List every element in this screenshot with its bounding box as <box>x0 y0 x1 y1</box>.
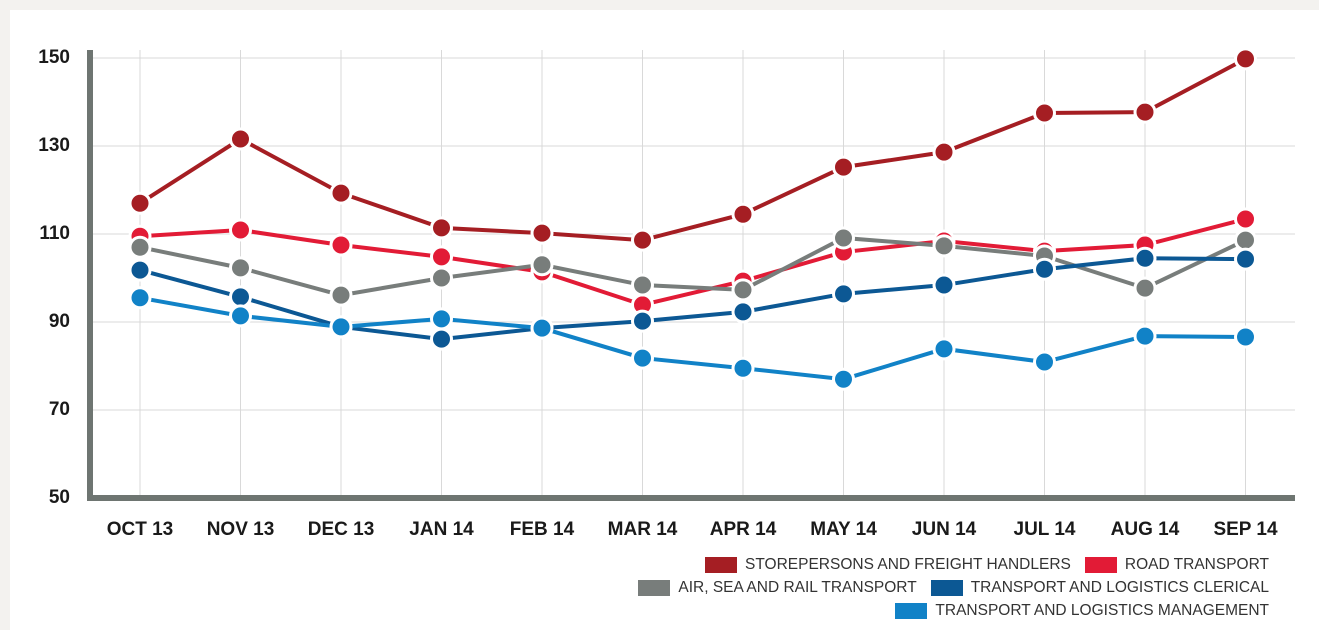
marker <box>832 367 855 391</box>
legend: STOREPERSONS AND FREIGHT HANDLERS ROAD TR… <box>638 553 1269 622</box>
x-tick-label: FEB 14 <box>510 519 575 540</box>
legend-swatch <box>705 556 738 573</box>
legend-item: TRANSPORT AND LOGISTICS MANAGEMENT <box>895 602 1269 620</box>
legend-row: STOREPERSONS AND FREIGHT HANDLERS ROAD TR… <box>638 553 1269 576</box>
marker <box>731 356 755 380</box>
marker <box>229 218 252 242</box>
marker <box>731 202 755 226</box>
marker <box>1033 101 1056 125</box>
x-tick-label: APR 14 <box>710 519 777 540</box>
marker <box>430 216 453 240</box>
marker <box>1133 246 1157 270</box>
legend-label: STOREPERSONS AND FREIGHT HANDLERS <box>745 555 1071 573</box>
y-tick-label: 150 <box>38 47 70 68</box>
marker <box>1234 228 1257 252</box>
marker <box>932 273 956 297</box>
x-tick-label: NOV 13 <box>207 519 275 540</box>
x-tick-label: JAN 14 <box>409 519 474 540</box>
marker <box>229 285 252 309</box>
marker <box>128 258 152 282</box>
legend-label: TRANSPORT AND LOGISTICS CLERICAL <box>970 578 1269 596</box>
marker <box>530 221 554 245</box>
series-line <box>139 217 1247 307</box>
marker <box>631 309 654 333</box>
marker <box>932 140 956 164</box>
x-tick-label: JUN 14 <box>912 519 977 540</box>
legend-swatch <box>895 602 928 619</box>
marker <box>832 282 855 306</box>
marker <box>1234 247 1257 271</box>
marker <box>329 233 353 257</box>
marker <box>1234 47 1257 71</box>
legend-swatch <box>638 579 671 596</box>
x-tick-label: JUL 14 <box>1014 519 1076 540</box>
marker <box>128 286 152 310</box>
marker <box>832 226 855 250</box>
marker <box>430 327 453 351</box>
y-tick-label: 110 <box>39 223 70 244</box>
x-tick-label: MAY 14 <box>810 519 877 540</box>
legend-item: STOREPERSONS AND FREIGHT HANDLERS <box>705 556 1071 574</box>
marker <box>1033 257 1056 281</box>
legend-item: AIR, SEA AND RAIL TRANSPORT <box>638 578 917 597</box>
marker <box>932 234 956 258</box>
legend-item: TRANSPORT AND LOGISTICS CLERICAL <box>930 578 1269 597</box>
marker <box>430 266 453 290</box>
marker <box>329 181 353 205</box>
marker <box>229 256 252 280</box>
y-tick-label: 70 <box>49 399 70 420</box>
marker <box>128 191 152 215</box>
y-tick-label: 130 <box>38 135 70 156</box>
marker <box>631 228 654 252</box>
legend-row: AIR, SEA AND RAIL TRANSPORT TRANSPORT AND… <box>638 576 1269 599</box>
marker <box>832 155 855 179</box>
marker <box>1133 276 1157 300</box>
marker <box>631 273 654 297</box>
marker <box>1133 324 1157 348</box>
marker <box>329 315 353 339</box>
marker <box>229 304 252 328</box>
series-line <box>139 256 1246 342</box>
marker <box>932 337 956 361</box>
y-tick-label: 50 <box>49 487 70 508</box>
marker <box>229 127 252 151</box>
marker <box>530 253 554 277</box>
marker <box>1234 207 1257 231</box>
x-tick-label: AUG 14 <box>1111 519 1180 540</box>
marker <box>128 235 152 259</box>
legend-label: AIR, SEA AND RAIL TRANSPORT <box>678 578 917 596</box>
marker <box>731 278 755 302</box>
legend-item: ROAD TRANSPORT <box>1084 555 1269 574</box>
series-line <box>138 57 1247 243</box>
marker <box>1033 350 1056 374</box>
x-tick-label: DEC 13 <box>308 519 375 540</box>
x-tick-label: OCT 13 <box>107 519 174 540</box>
series-line <box>139 295 1246 382</box>
marker <box>1234 325 1257 349</box>
marker <box>1133 100 1157 124</box>
marker <box>430 307 453 331</box>
x-tick-label: MAR 14 <box>608 519 678 540</box>
series-line <box>139 235 1247 298</box>
y-tick-label: 90 <box>49 311 70 332</box>
legend-swatch <box>1084 556 1117 573</box>
legend-row: TRANSPORT AND LOGISTICS MANAGEMENT <box>638 599 1269 622</box>
marker <box>430 245 453 269</box>
marker <box>329 283 353 307</box>
legend-label: ROAD TRANSPORT <box>1124 555 1269 573</box>
marker <box>530 316 554 340</box>
legend-label: TRANSPORT AND LOGISTICS MANAGEMENT <box>935 601 1269 619</box>
marker <box>731 300 755 324</box>
legend-swatch <box>930 579 963 596</box>
x-tick-label: SEP 14 <box>1213 519 1278 540</box>
marker <box>631 346 654 370</box>
